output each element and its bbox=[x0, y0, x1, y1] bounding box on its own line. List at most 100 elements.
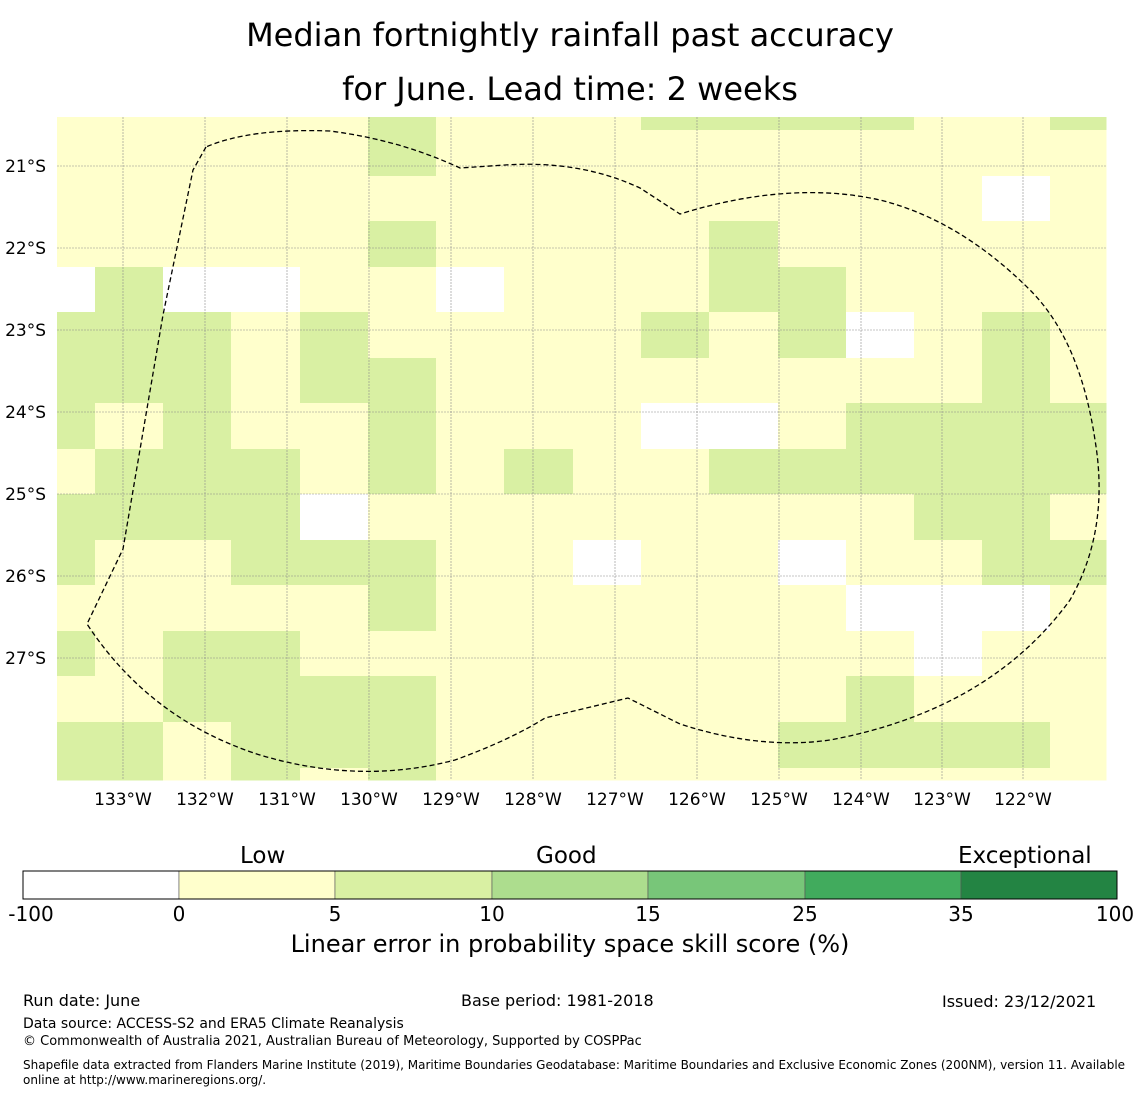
grid-cell bbox=[368, 117, 437, 131]
grid-cell bbox=[436, 358, 505, 404]
grid-cell bbox=[57, 403, 96, 450]
colorbar-swatch bbox=[178, 870, 336, 900]
grid-cell bbox=[95, 585, 164, 632]
latitude-labels: 21°S 22°S 23°S 24°S 25°S 26°S 27°S bbox=[5, 157, 46, 669]
latitude-label: 22°S bbox=[5, 239, 46, 259]
grid-cell bbox=[163, 768, 232, 781]
grid-cell bbox=[368, 494, 437, 541]
longitude-label: 122°W bbox=[994, 790, 1052, 810]
grid-cell bbox=[504, 676, 574, 723]
grid-cell bbox=[300, 130, 369, 177]
colorbar-swatch bbox=[804, 870, 962, 900]
grid-cell bbox=[709, 176, 779, 222]
colorbar-swatch bbox=[491, 870, 649, 900]
grid-cell bbox=[573, 631, 642, 677]
grid-cell bbox=[709, 585, 779, 632]
grid-cell bbox=[368, 403, 437, 450]
grid-cell bbox=[573, 221, 642, 268]
grid-cell bbox=[778, 403, 847, 450]
grid-cell bbox=[300, 585, 369, 632]
grid-cell bbox=[95, 449, 164, 495]
grid-cell bbox=[163, 176, 232, 222]
grid-cell bbox=[231, 176, 301, 222]
grid-cell bbox=[436, 449, 505, 495]
data-source: Data source: ACCESS-S2 and ERA5 Climate … bbox=[23, 1016, 404, 1032]
longitude-label: 132°W bbox=[176, 790, 234, 810]
shapefile-credit: Shapefile data extracted from Flanders M… bbox=[23, 1058, 1133, 1088]
grid-cell bbox=[95, 676, 164, 723]
grid-cell bbox=[300, 722, 369, 769]
longitude-label: 126°W bbox=[668, 790, 726, 810]
grid-cell bbox=[573, 267, 642, 313]
grid-cell bbox=[95, 221, 164, 268]
grid-cell bbox=[709, 631, 779, 677]
grid-cell bbox=[504, 312, 574, 359]
legend-good: Good bbox=[536, 843, 597, 869]
grid-cell bbox=[709, 312, 779, 359]
grid-cell bbox=[231, 130, 301, 177]
grid-cell bbox=[163, 117, 232, 131]
grid-cell bbox=[57, 267, 96, 313]
grid-cell bbox=[641, 117, 710, 131]
grid-cell bbox=[1050, 267, 1107, 313]
grid-cell bbox=[846, 449, 915, 495]
grid-cell bbox=[436, 631, 505, 677]
grid-cell bbox=[57, 585, 96, 632]
grid-cell bbox=[709, 449, 779, 495]
grid-cell bbox=[778, 221, 847, 268]
grid-cell bbox=[914, 403, 983, 450]
grid-cell bbox=[504, 176, 574, 222]
grid-cell bbox=[95, 267, 164, 313]
grid-cell bbox=[163, 540, 232, 586]
latitude-label: 23°S bbox=[5, 321, 46, 341]
grid-cell bbox=[914, 494, 983, 541]
grid-cell bbox=[300, 176, 369, 222]
grid-cell bbox=[778, 585, 847, 632]
colorbar-swatch bbox=[647, 870, 806, 900]
grid-cell bbox=[982, 130, 1051, 177]
grid-cell bbox=[504, 449, 574, 495]
grid-cell bbox=[57, 722, 96, 769]
grid-cell bbox=[709, 676, 779, 723]
grid-cell bbox=[982, 585, 1051, 632]
grid-cell bbox=[300, 221, 369, 268]
grid-cell bbox=[436, 540, 505, 586]
grid-cell bbox=[709, 494, 779, 541]
grid-cell bbox=[1050, 768, 1107, 781]
grid-cell bbox=[778, 768, 847, 781]
grid-cell bbox=[641, 358, 710, 404]
grid-cell bbox=[504, 358, 574, 404]
grid-cell bbox=[846, 676, 915, 723]
grid-cell bbox=[982, 403, 1051, 450]
grid-cell bbox=[368, 221, 437, 268]
grid-cell bbox=[573, 312, 642, 359]
grid-cell bbox=[709, 221, 779, 268]
grid-cell bbox=[436, 494, 505, 541]
grid-cell bbox=[95, 540, 164, 586]
grid-cell bbox=[504, 494, 574, 541]
grid-cell bbox=[914, 176, 983, 222]
grid-cell bbox=[368, 722, 437, 769]
grid-cell bbox=[914, 768, 983, 781]
grid-cell bbox=[163, 267, 232, 313]
grid-cell bbox=[368, 130, 437, 177]
longitude-label: 129°W bbox=[422, 790, 480, 810]
grid-cell bbox=[914, 676, 983, 723]
colorbar-label: Linear error in probability space skill … bbox=[290, 930, 850, 958]
grid-cell bbox=[846, 312, 915, 359]
grid-cell bbox=[982, 176, 1051, 222]
grid-cell bbox=[914, 312, 983, 359]
grid-cell bbox=[57, 176, 96, 222]
longitude-labels: 133°W 132°W 131°W 130°W 129°W 128°W 127°W 126°W… bbox=[94, 790, 1052, 810]
grid-cell bbox=[300, 117, 369, 131]
grid-cell bbox=[231, 267, 301, 313]
colorbar-tick-label: 35 bbox=[948, 902, 974, 926]
map-title: Median fortnightly rainfall past accurac… bbox=[0, 8, 1140, 116]
grid-cell bbox=[231, 449, 301, 495]
shapefile-line-1: Shapefile data extracted from Flanders M… bbox=[23, 1058, 1126, 1072]
grid-cell bbox=[573, 176, 642, 222]
grid-cell bbox=[300, 358, 369, 404]
grid-cell bbox=[982, 312, 1051, 359]
grid-cell bbox=[914, 267, 983, 313]
grid-cell bbox=[1050, 722, 1107, 769]
